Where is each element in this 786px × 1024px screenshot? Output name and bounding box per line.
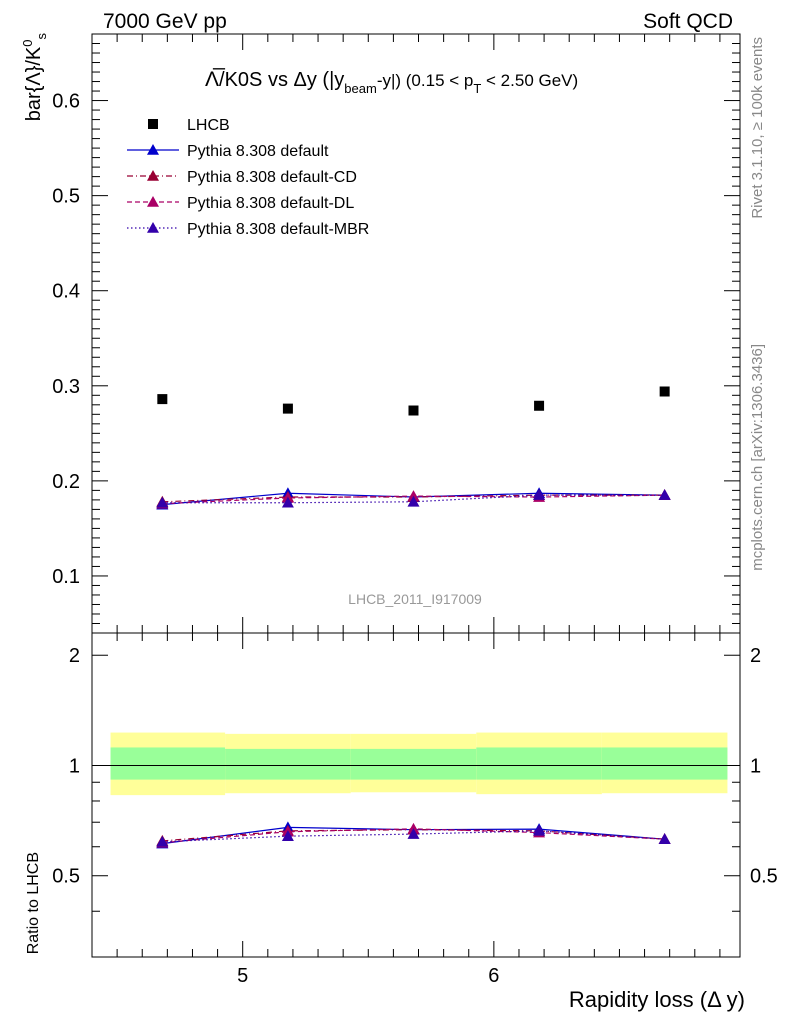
title-sub-beam: beam: [344, 81, 377, 96]
y-tick-label: 0.3: [52, 376, 80, 398]
legend-label: LHCB: [187, 117, 230, 134]
ratio-y-tick-label: 0.5: [52, 866, 80, 888]
legend: LHCB Pythia 8.308 default Pythia 8.308 def…: [127, 117, 369, 238]
ratio-band-inner: [476, 747, 602, 780]
rivet-label: Rivet 3.1.10, ≥ 100k events: [749, 37, 766, 219]
header-right: Soft QCD: [643, 10, 733, 33]
legend-marker: [147, 222, 159, 233]
ratio-point: [281, 830, 294, 841]
ylabel-main: bar{Λ}/K0s: [20, 33, 49, 122]
mcplots-label: mcplots.cern.ch [arXiv:1306.3436]: [749, 344, 766, 571]
title-mid: -y|) (0.15 < p: [377, 71, 474, 90]
ratio-band-inner: [225, 748, 351, 780]
ratio-series-4: [156, 824, 671, 847]
data-point: [533, 489, 546, 500]
data-point-lhcb: [659, 386, 670, 397]
ratio-point: [156, 835, 169, 847]
ratio-band-inner: [110, 747, 226, 780]
xlabel: Rapidity loss (Δ y): [569, 987, 745, 1012]
y-tick-label: 0.4: [52, 281, 80, 303]
ratio-point: [407, 828, 420, 839]
legend-label: Pythia 8.308 default-DL: [187, 195, 354, 212]
ratio-y-tick-label: 2: [69, 645, 80, 667]
title-main: /K0S vs Δy (|y: [219, 69, 344, 91]
ratio-band-inner: [350, 748, 477, 780]
data-point-lhcb: [157, 394, 168, 405]
x-tick-label: 5: [237, 965, 248, 987]
ratio-point: [533, 824, 546, 836]
data-point-lhcb: [408, 405, 419, 416]
ratio-band-inner: [601, 747, 728, 780]
data-point: [658, 489, 671, 500]
data-point: [407, 490, 420, 501]
legend-marker: [147, 196, 159, 207]
y-tick-label: 0.6: [52, 91, 80, 113]
legend-label: Pythia 8.308 default: [187, 143, 329, 160]
data-point-lhcb: [534, 400, 545, 411]
svg-text:Λ̅/K0S vs Δy (|ybeam-y|) (0.15: Λ̅/K0S vs Δy (|ybeam-y|) (0.15 < pT < 2.…: [205, 68, 578, 96]
legend-marker-lhcb: [148, 119, 158, 129]
legend-marker: [147, 144, 159, 155]
data-point-lhcb: [282, 403, 293, 414]
ratio-frame: [91, 632, 741, 958]
data-point: [156, 496, 169, 508]
x-tick-label: 6: [488, 965, 499, 987]
legend-marker: [147, 170, 159, 181]
analysis-watermark: LHCB_2011_I917009: [348, 591, 482, 607]
ratio-y-tick-label-right: 0.5: [750, 866, 778, 888]
chart-title: Λ̅/K0S vs Δy (|ybeam-y|) (0.15 < pT < 2.…: [205, 68, 578, 96]
title-sub-t: T: [473, 81, 481, 96]
ratio-y-tick-label-right: 1: [750, 755, 761, 777]
header-left: 7000 GeV pp: [103, 10, 227, 33]
ylabel-ratio: Ratio to LHCB: [25, 852, 42, 954]
ratio-point: [658, 833, 671, 844]
ratio-y-tick-label-right: 2: [750, 645, 761, 667]
ratio-y-tick-label: 1: [69, 755, 80, 777]
y-tick-label: 0.1: [52, 566, 80, 588]
series-4: [156, 489, 671, 508]
y-tick-label: 0.2: [52, 471, 80, 493]
legend-label: Pythia 8.308 default-MBR: [187, 221, 369, 238]
data-point: [407, 495, 420, 507]
legend-label: Pythia 8.308 default-CD: [187, 169, 357, 186]
main-panel: 0.1 0.2 0.3 0.4 0.5 0.6: [52, 33, 741, 634]
title-end: < 2.50 GeV): [481, 71, 578, 90]
y-tick-label: 0.5: [52, 186, 80, 208]
series-0: [157, 386, 670, 416]
data-point: [281, 496, 294, 508]
ratio-panel: 5 6 0.5 0.5 1 1 2 2: [52, 632, 778, 987]
